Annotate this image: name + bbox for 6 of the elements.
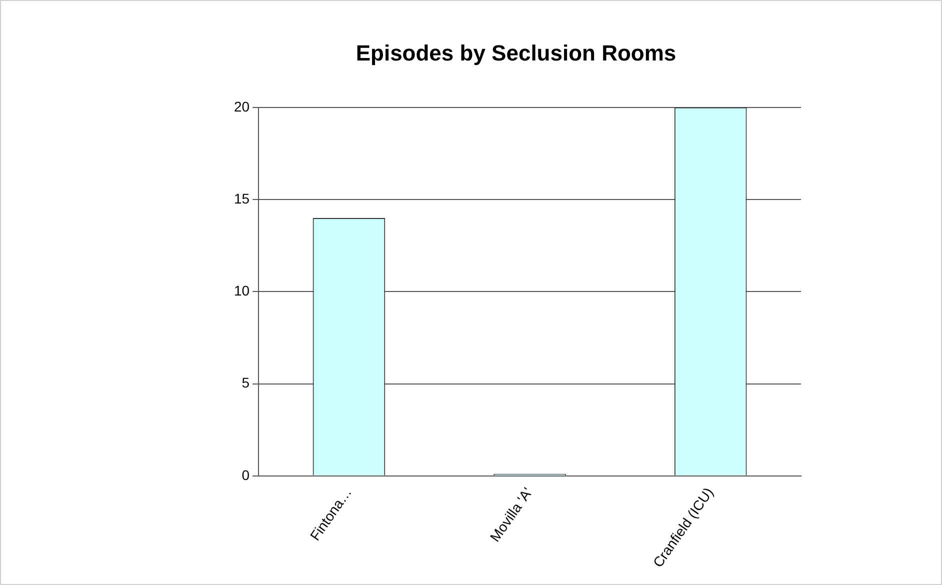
y-tick-label: 0 (242, 466, 250, 483)
y-tick-label: 20 (234, 98, 250, 114)
y-tick-label: 15 (234, 190, 250, 206)
chart-title: Episodes by Seclusion Rooms (356, 40, 676, 66)
y-tick-label: 5 (242, 374, 250, 391)
y-tick-label: 10 (234, 282, 250, 299)
